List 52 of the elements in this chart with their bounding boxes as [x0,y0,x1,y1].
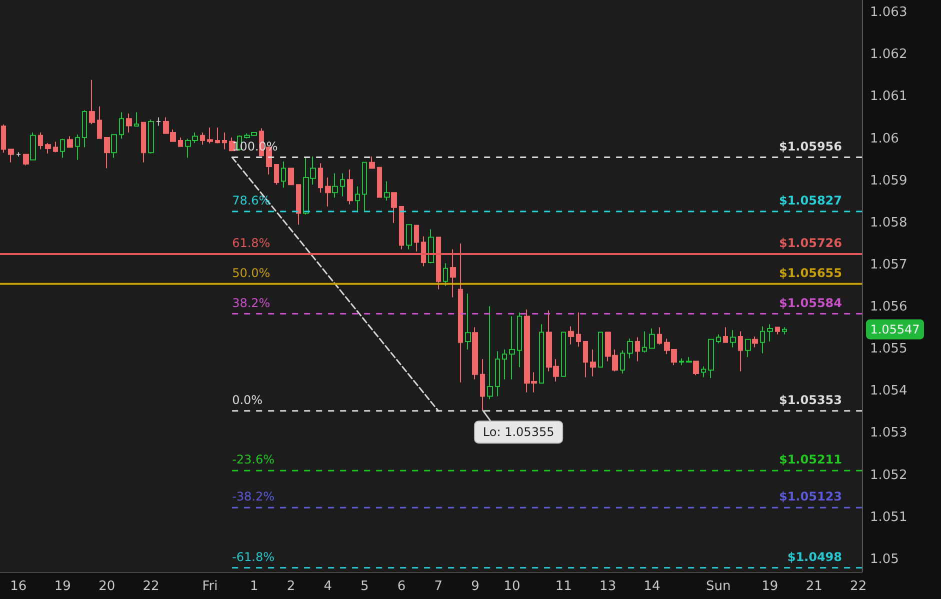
annotation: 50.0% [232,266,270,280]
x-tick-label: 19 [54,579,71,594]
y-tick-label: 1.057 [870,257,908,272]
x-tick-label: 19 [762,579,778,594]
y-tick-label: 1.053 [870,426,908,441]
x-tick-label: 1 [250,579,258,594]
x-tick-label: 4 [324,579,332,594]
y-tick-label: 1.063 [870,5,908,20]
y-tick-label: 1.059 [870,173,908,188]
x-tick-label: 16 [10,579,27,594]
y-tick-label: 1.055 [870,342,908,357]
y-tick-label: 1.056 [870,300,908,315]
ref-line-label: $1.05827 [778,194,842,208]
annotation: -23.6% [232,452,275,467]
y-tick-label: 1.05 [870,552,899,567]
ref-line-label: $1.05353 [778,392,842,407]
annotation: 61.8% [232,236,270,250]
x-tick-label: 21 [806,579,822,594]
x-tick-label: 2 [286,579,296,594]
y-tick-label: 1.062 [870,47,908,62]
ref-line-label: $1.0498 [787,550,842,564]
x-tick-label: 22 [850,579,867,594]
annotation: 38.2% [232,296,270,310]
text: 1.05547 [870,322,920,336]
y-tick-label: 1.061 [870,89,908,104]
y-tick-label: 1.06 [870,131,899,146]
y-tick-label: 1.051 [870,510,908,525]
x-tick-label: 14 [644,579,660,594]
y-tick-label: 1.052 [870,468,908,483]
x-tick-label: 20 [98,579,116,594]
x-tick-label: 22 [142,579,160,594]
y-tick-label: 1.058 [870,215,908,230]
annotation: -61.8% [232,550,275,564]
annotation: -38.2% [232,490,275,504]
ref-line-label: $1.05956 [778,139,842,154]
x-tick-label: 6 [397,579,406,594]
x-tick-label: Sun [706,579,731,594]
x-tick-label: 7 [434,579,443,594]
ref-line-label: $1.05726 [778,236,842,250]
ref-line-label: $1.05655 [778,266,842,280]
x-tick-label: 5 [360,579,369,594]
x-tick-label: Fri [202,579,218,594]
ref-line-label: $1.05211 [778,452,842,467]
y-tick-label: 1.054 [870,384,908,399]
x-tick-label: 13 [600,579,616,594]
ref-line-label: $1.05123 [778,490,842,504]
annotation: Lo: 1.05355 [482,425,554,440]
x-tick-label: 9 [471,579,480,594]
ref-line-label: $1.05584 [778,296,842,310]
annotation: 0.0% [232,392,263,407]
x-tick-label: 11 [555,579,572,594]
x-tick-label: 10 [504,579,520,594]
